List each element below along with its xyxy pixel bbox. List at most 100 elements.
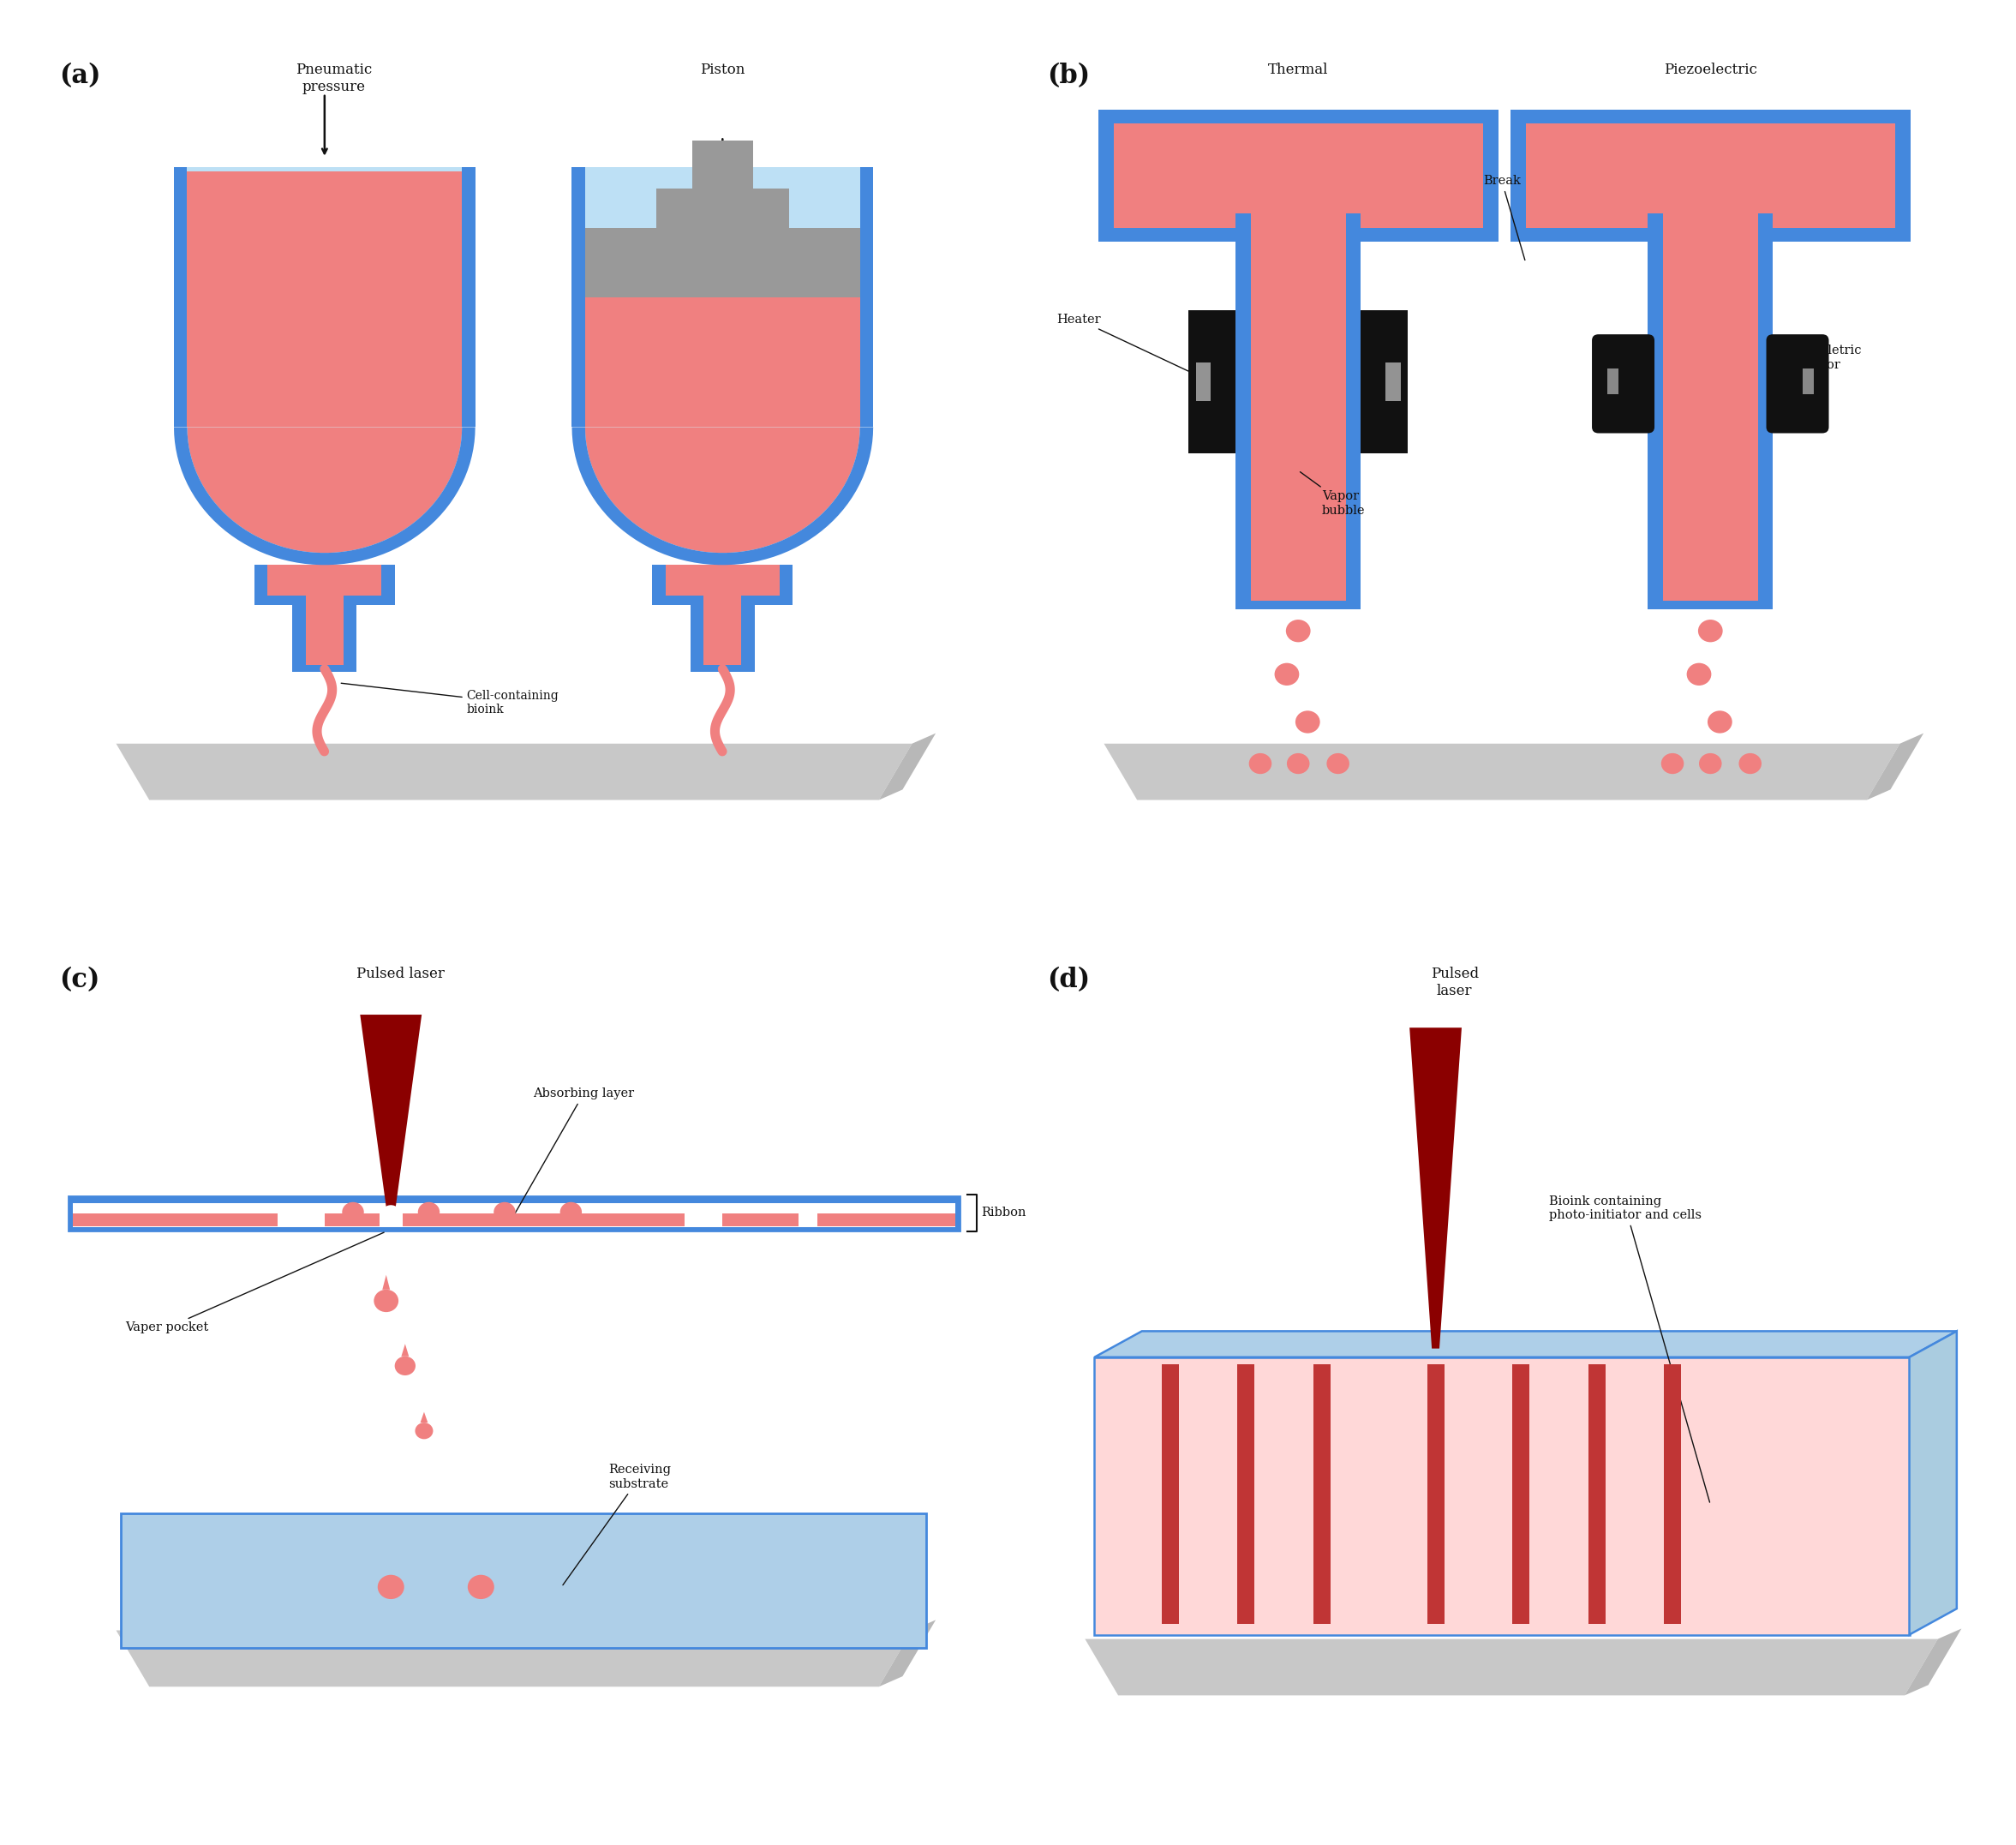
Circle shape xyxy=(381,1205,401,1223)
Circle shape xyxy=(343,1203,365,1221)
Circle shape xyxy=(468,1576,494,1600)
FancyBboxPatch shape xyxy=(1187,310,1236,454)
Polygon shape xyxy=(187,426,462,554)
Circle shape xyxy=(560,1203,583,1221)
Polygon shape xyxy=(401,1343,409,1356)
FancyBboxPatch shape xyxy=(1772,227,1911,242)
Text: Piezoeletric
actuator: Piezoeletric actuator xyxy=(1786,345,1861,371)
FancyBboxPatch shape xyxy=(1113,124,1484,227)
FancyBboxPatch shape xyxy=(1113,227,1250,242)
FancyBboxPatch shape xyxy=(704,596,742,664)
FancyBboxPatch shape xyxy=(292,664,357,672)
FancyBboxPatch shape xyxy=(722,1214,798,1227)
FancyBboxPatch shape xyxy=(1663,227,1758,601)
FancyBboxPatch shape xyxy=(653,565,665,596)
FancyBboxPatch shape xyxy=(704,596,742,664)
FancyBboxPatch shape xyxy=(1607,369,1619,395)
Circle shape xyxy=(1274,662,1298,686)
FancyBboxPatch shape xyxy=(173,166,187,426)
FancyBboxPatch shape xyxy=(1385,362,1401,400)
FancyBboxPatch shape xyxy=(1099,227,1236,242)
Text: (c): (c) xyxy=(58,967,101,993)
FancyBboxPatch shape xyxy=(585,227,861,297)
Text: Bioink containing
photo-initiator and cells: Bioink containing photo-initiator and ce… xyxy=(1548,1196,1710,1502)
Text: Vaper pocket: Vaper pocket xyxy=(125,1232,383,1334)
FancyBboxPatch shape xyxy=(462,166,476,426)
FancyBboxPatch shape xyxy=(1512,1363,1530,1624)
FancyBboxPatch shape xyxy=(1250,227,1345,601)
Polygon shape xyxy=(1905,1629,1962,1696)
FancyBboxPatch shape xyxy=(1593,334,1655,434)
Text: Ribbon: Ribbon xyxy=(982,1207,1026,1220)
Text: Piezoelectric: Piezoelectric xyxy=(1663,63,1758,77)
Circle shape xyxy=(1286,620,1310,642)
Text: Piston: Piston xyxy=(700,63,746,77)
FancyBboxPatch shape xyxy=(1161,1363,1179,1624)
Circle shape xyxy=(494,1203,516,1221)
FancyBboxPatch shape xyxy=(754,596,792,605)
FancyBboxPatch shape xyxy=(73,1203,956,1227)
FancyBboxPatch shape xyxy=(1663,1363,1681,1624)
Circle shape xyxy=(1296,710,1320,732)
FancyBboxPatch shape xyxy=(1236,214,1250,601)
FancyBboxPatch shape xyxy=(665,565,780,596)
FancyBboxPatch shape xyxy=(1589,1363,1605,1624)
Text: Pneumatic
pressure: Pneumatic pressure xyxy=(296,63,373,94)
Text: (b): (b) xyxy=(1046,63,1091,89)
FancyBboxPatch shape xyxy=(689,664,754,672)
Text: (d): (d) xyxy=(1046,967,1091,993)
FancyBboxPatch shape xyxy=(254,596,292,605)
Circle shape xyxy=(377,1576,403,1600)
Text: Receiving
substrate: Receiving substrate xyxy=(562,1463,671,1585)
FancyBboxPatch shape xyxy=(1361,227,1498,242)
FancyBboxPatch shape xyxy=(1510,109,1526,227)
Polygon shape xyxy=(419,1411,427,1422)
FancyBboxPatch shape xyxy=(742,596,754,664)
FancyBboxPatch shape xyxy=(816,1214,956,1227)
FancyBboxPatch shape xyxy=(1427,1363,1443,1624)
FancyBboxPatch shape xyxy=(187,166,462,426)
FancyBboxPatch shape xyxy=(268,565,381,596)
FancyBboxPatch shape xyxy=(1663,227,1758,601)
FancyBboxPatch shape xyxy=(357,596,395,605)
Circle shape xyxy=(1708,710,1732,732)
FancyBboxPatch shape xyxy=(1345,214,1361,601)
FancyBboxPatch shape xyxy=(1236,601,1361,609)
Circle shape xyxy=(1699,753,1722,775)
Polygon shape xyxy=(573,426,873,565)
FancyBboxPatch shape xyxy=(585,166,861,426)
FancyBboxPatch shape xyxy=(1250,227,1345,601)
FancyBboxPatch shape xyxy=(292,596,306,664)
Polygon shape xyxy=(1095,1332,1958,1358)
Polygon shape xyxy=(879,1620,935,1686)
FancyBboxPatch shape xyxy=(861,166,873,426)
FancyBboxPatch shape xyxy=(573,166,585,426)
FancyBboxPatch shape xyxy=(306,596,343,664)
FancyBboxPatch shape xyxy=(689,596,704,664)
Polygon shape xyxy=(1095,1358,1909,1635)
FancyBboxPatch shape xyxy=(1510,227,1647,242)
Circle shape xyxy=(415,1422,433,1439)
FancyBboxPatch shape xyxy=(121,1513,925,1648)
FancyBboxPatch shape xyxy=(1772,227,1911,242)
Circle shape xyxy=(1327,753,1349,775)
Circle shape xyxy=(373,1290,399,1312)
FancyBboxPatch shape xyxy=(403,1214,685,1227)
FancyBboxPatch shape xyxy=(1113,124,1484,227)
FancyBboxPatch shape xyxy=(1665,601,1754,609)
Circle shape xyxy=(1286,753,1310,775)
Text: Pulsed
laser: Pulsed laser xyxy=(1431,967,1478,998)
Text: Break: Break xyxy=(1484,175,1524,260)
FancyBboxPatch shape xyxy=(1802,369,1814,395)
FancyBboxPatch shape xyxy=(1254,601,1343,609)
FancyBboxPatch shape xyxy=(1766,334,1829,434)
Circle shape xyxy=(417,1203,439,1221)
Polygon shape xyxy=(1105,744,1899,801)
Text: Absorbing layer: Absorbing layer xyxy=(516,1087,635,1212)
FancyBboxPatch shape xyxy=(1647,601,1772,609)
FancyBboxPatch shape xyxy=(1361,310,1407,454)
Text: (a): (a) xyxy=(58,63,101,89)
FancyBboxPatch shape xyxy=(585,297,861,426)
FancyBboxPatch shape xyxy=(254,565,268,596)
Circle shape xyxy=(1697,620,1724,642)
